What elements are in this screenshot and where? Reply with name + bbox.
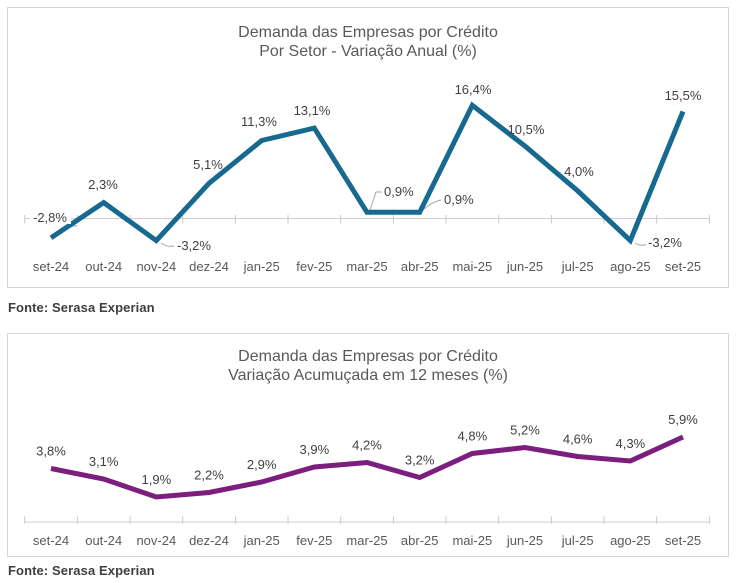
series-line-annual <box>49 101 686 245</box>
chart-title-annual-line1: Demanda das Empresas por Crédito <box>238 24 498 41</box>
x-axis-label: ago-25 <box>610 259 650 274</box>
chart-title-annual-line2: Por Setor - Variação Anual (%) <box>259 43 477 60</box>
chart-card-annual: Demanda das Empresas por Crédito Por Set… <box>7 7 729 288</box>
data-point-label: 4,2% <box>352 438 382 453</box>
series-line-accumulated <box>50 434 685 500</box>
x-axis-label: jun-25 <box>506 533 543 548</box>
x-axis-label: jan-25 <box>243 259 280 274</box>
chart-title-accumulated-line2: Variação Acumuçada em 12 meses (%) <box>228 367 508 384</box>
x-axis-label: mar-25 <box>346 259 387 274</box>
chart-title-accumulated: Demanda das Empresas por Crédito Variaçã… <box>8 347 728 385</box>
x-axis-label: abr-25 <box>401 259 439 274</box>
x-axis-label: set-25 <box>665 259 701 274</box>
x-axis-label: nov-24 <box>136 533 176 548</box>
data-point-label: 3,8% <box>36 444 66 459</box>
data-point-label: 0,9% <box>444 192 474 207</box>
x-axis-label: jul-25 <box>561 259 594 274</box>
x-axis-label: mai-25 <box>452 533 492 548</box>
x-axis-label: abr-25 <box>401 533 439 548</box>
chart-title-accumulated-line1: Demanda das Empresas por Crédito <box>238 348 498 365</box>
x-axis-label: out-24 <box>85 533 122 548</box>
leader-line <box>634 242 647 246</box>
x-axis-label: jul-25 <box>561 533 594 548</box>
data-point-label: 5,1% <box>193 157 223 172</box>
x-axis-label: dez-24 <box>189 533 229 548</box>
data-point-label: 10,5% <box>508 122 545 137</box>
x-axis-label: jan-25 <box>243 533 280 548</box>
data-point-label: 15,5% <box>665 88 702 103</box>
data-point-label: 4,0% <box>564 164 594 179</box>
x-axis-label: fev-25 <box>296 533 332 548</box>
x-axis-label: set-24 <box>33 533 69 548</box>
data-point-label: 11,3% <box>241 114 277 129</box>
x-axis-label: ago-25 <box>610 533 650 548</box>
data-point-label: 2,2% <box>194 468 224 483</box>
data-point-label: -3,2% <box>177 238 211 253</box>
x-axis-label: dez-24 <box>189 259 229 274</box>
x-axis-label: fev-25 <box>296 259 332 274</box>
data-point-label: -2,8% <box>33 210 67 225</box>
data-point-label: -3,2% <box>648 235 682 250</box>
x-axis-label: set-25 <box>665 533 701 548</box>
data-point-label: 3,1% <box>89 454 119 469</box>
data-point-label: 4,3% <box>616 436 646 451</box>
data-point-label: 4,6% <box>563 432 593 447</box>
data-point-label: 5,9% <box>668 412 698 427</box>
chart-card-accumulated: Demanda das Empresas por Crédito Variaçã… <box>7 333 729 557</box>
label-background <box>30 210 71 224</box>
data-point-label: 13,1% <box>294 103 331 118</box>
data-point-label: 3,2% <box>405 453 435 468</box>
leader-line <box>369 191 382 211</box>
chart-title-annual: Demanda das Empresas por Crédito Por Set… <box>8 23 728 61</box>
data-point-label: 16,4% <box>455 82 492 97</box>
source-note-accumulated: Fonte: Serasa Experian <box>8 563 155 578</box>
leader-line <box>423 199 442 210</box>
data-point-label: 1,9% <box>142 472 172 487</box>
data-point-label: 3,9% <box>300 442 330 457</box>
x-axis-label: out-24 <box>85 259 122 274</box>
data-point-label: 2,9% <box>247 457 277 472</box>
data-point-label: 0,9% <box>384 184 414 199</box>
x-axis-label: jun-25 <box>506 259 543 274</box>
data-point-label: 4,8% <box>458 429 488 444</box>
x-axis-label: set-24 <box>33 259 69 274</box>
data-point-label: 5,2% <box>510 423 540 438</box>
x-axis-label: nov-24 <box>136 259 176 274</box>
x-axis-label: mar-25 <box>346 533 387 548</box>
leader-line <box>160 242 175 247</box>
data-point-label: 2,3% <box>88 177 118 192</box>
x-axis-label: mai-25 <box>452 259 492 274</box>
source-note-annual: Fonte: Serasa Experian <box>8 300 155 315</box>
